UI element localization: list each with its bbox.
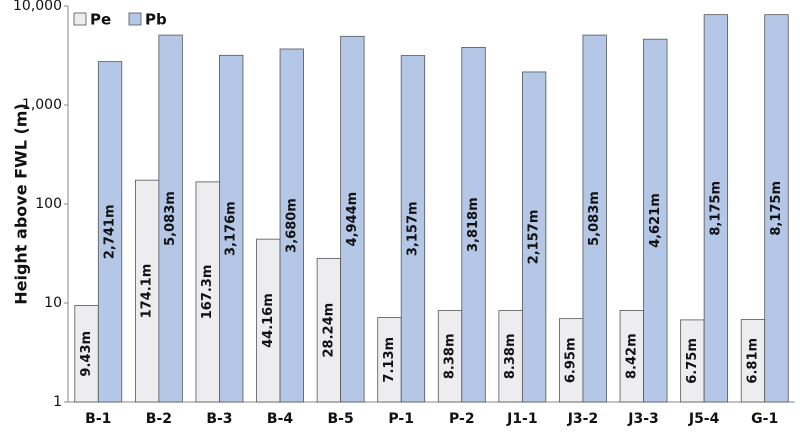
x-tick-label: J5-4 xyxy=(688,411,720,427)
x-tick-label: J1-1 xyxy=(506,411,538,427)
bar xyxy=(764,14,789,403)
y-tick-label: 1 xyxy=(53,394,62,410)
data-label: 7.13m xyxy=(382,337,397,383)
legend-swatch xyxy=(128,12,142,26)
legend-label: Pe xyxy=(90,11,111,29)
data-label: 2,741m xyxy=(103,204,118,259)
data-label: 9.43m xyxy=(79,331,94,377)
legend-label: Pb xyxy=(145,11,167,29)
bar xyxy=(219,54,244,403)
x-tick-label: B-3 xyxy=(206,411,232,427)
bar xyxy=(400,55,426,403)
bar xyxy=(582,34,607,403)
data-label: 8.38m xyxy=(503,333,518,379)
data-label: 5,083m xyxy=(163,191,178,246)
data-label: 2,157m xyxy=(527,210,542,265)
data-label: 5,083m xyxy=(587,191,602,246)
bar xyxy=(643,38,668,403)
data-label: 8.38m xyxy=(443,333,458,379)
bar xyxy=(461,46,486,403)
data-label: 6.75m xyxy=(685,338,700,384)
x-tick-label: B-1 xyxy=(85,411,111,427)
data-label: 3,157m xyxy=(405,201,420,256)
x-tick-label: J3-3 xyxy=(627,411,659,427)
data-label: 4,621m xyxy=(648,193,663,248)
bar xyxy=(340,35,365,403)
bar xyxy=(521,71,547,403)
data-label: 6.95m xyxy=(564,338,579,384)
data-label: 44.16m xyxy=(261,293,276,348)
bar xyxy=(158,34,183,403)
y-axis-label: Height above FWL (m) xyxy=(12,103,31,305)
data-label: 3,680m xyxy=(284,198,299,253)
bar xyxy=(279,48,304,403)
data-label: 8.42m xyxy=(624,333,639,379)
bar xyxy=(97,61,123,403)
data-label: 167.3m xyxy=(200,265,215,320)
x-tick-label: G-1 xyxy=(751,411,778,427)
x-tick-label: B-2 xyxy=(146,411,172,427)
legend-swatch xyxy=(73,12,87,26)
x-tick-label: P-2 xyxy=(449,411,475,427)
y-tick-label: 10,000 xyxy=(13,0,62,14)
data-label: 6.81m xyxy=(745,338,760,384)
data-label: 3,176m xyxy=(224,201,239,256)
x-tick-label: P-1 xyxy=(388,411,414,427)
data-label: 8,175m xyxy=(708,181,723,236)
data-label: 8,175m xyxy=(769,181,784,236)
data-label: 4,944m xyxy=(345,192,360,247)
data-label: 3,818m xyxy=(466,197,481,252)
x-tick-label: J3-2 xyxy=(567,411,599,427)
y-tick-label: 1,000 xyxy=(22,97,62,113)
y-tick-label: 10 xyxy=(44,295,62,311)
data-label: 28.24m xyxy=(321,303,336,358)
y-tick-label: 100 xyxy=(35,196,62,212)
data-label: 174.1m xyxy=(140,264,155,319)
x-tick-label: B-4 xyxy=(267,411,293,427)
x-tick-label: B-5 xyxy=(328,411,354,427)
bar xyxy=(703,14,729,403)
